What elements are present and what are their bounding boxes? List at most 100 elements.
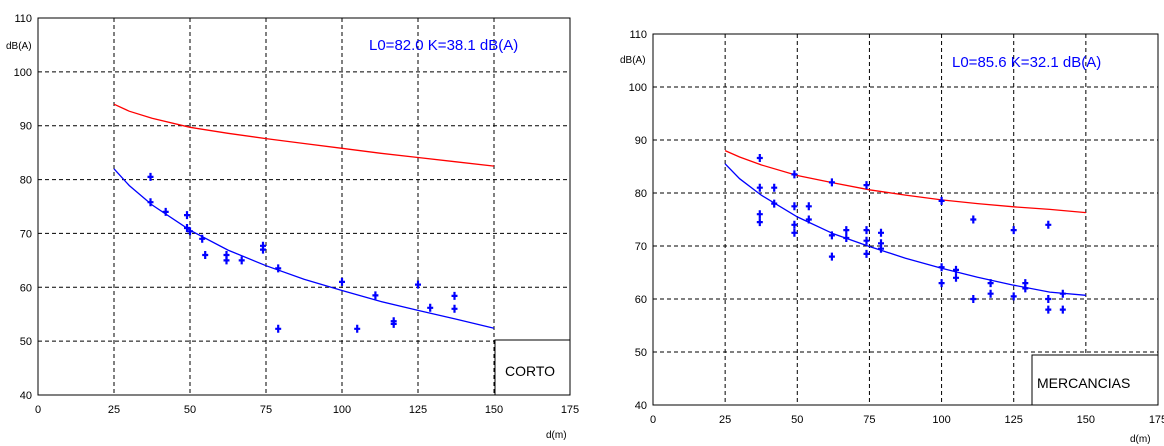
data-point xyxy=(275,324,282,333)
data-point xyxy=(1045,295,1052,303)
y-tick-label: 50 xyxy=(20,336,32,348)
data-point xyxy=(878,228,884,237)
data-point xyxy=(238,256,245,265)
data-point xyxy=(451,304,458,313)
data-point xyxy=(805,202,812,211)
y-tick-labels: 40 50 60 70 80 90 100 110 xyxy=(14,13,32,402)
data-point xyxy=(970,215,977,224)
data-point xyxy=(878,244,884,253)
data-point xyxy=(390,319,397,328)
annotation: L0=85.6 K=32.1 dB(A) xyxy=(952,54,1101,71)
data-point xyxy=(987,289,994,298)
x-tick-label: 0 xyxy=(35,404,41,416)
x-tick-label: 25 xyxy=(108,404,120,416)
x-tick-label: 0 xyxy=(650,414,656,426)
chart-mercancias: 40 50 60 70 80 90 100 110 0 25 50 75 100 125 150 175 d… xyxy=(620,29,1164,445)
x-tick-label: 75 xyxy=(863,414,875,426)
y-tick-label: 50 xyxy=(635,347,647,359)
data-point xyxy=(938,196,945,205)
y-tick-label: 80 xyxy=(635,188,647,200)
y-tick-label: 60 xyxy=(20,282,32,294)
data-point xyxy=(828,231,835,240)
x-tick-label: 50 xyxy=(791,414,803,426)
x-tick-labels: 0 25 50 75 100 125 150 175 xyxy=(35,404,579,416)
y-tick-labels: 40 50 60 70 80 90 100 110 xyxy=(629,29,647,412)
data-point xyxy=(863,236,870,245)
y-tick-label: 70 xyxy=(635,241,647,253)
x-axis-label: d(m) xyxy=(1130,434,1151,445)
x-tick-label: 75 xyxy=(260,404,272,416)
upper-curve xyxy=(724,150,1086,214)
data-point xyxy=(339,277,345,286)
x-tick-label: 125 xyxy=(409,404,427,416)
data-point xyxy=(938,279,945,288)
data-point xyxy=(372,291,379,300)
data-point xyxy=(756,154,763,162)
y-tick-label: 110 xyxy=(629,29,647,41)
plot-frame xyxy=(37,17,571,396)
chart-corto: 40 50 60 70 80 90 100 110 0 25 50 75 100 125 150 175 d… xyxy=(6,13,579,441)
data-point xyxy=(987,279,994,288)
data-point xyxy=(756,218,763,227)
data-point xyxy=(199,234,206,243)
data-point xyxy=(791,202,798,211)
data-point xyxy=(791,228,798,237)
data-point xyxy=(451,291,458,300)
data-point xyxy=(756,210,763,219)
y-axis-label: dB(A) xyxy=(6,41,32,52)
fit-curve xyxy=(724,163,1086,296)
data-point xyxy=(843,226,850,235)
x-tick-label: 25 xyxy=(719,414,731,426)
data-point xyxy=(147,172,154,181)
data-point xyxy=(415,280,421,289)
data-point xyxy=(828,252,835,261)
x-tick-label: 100 xyxy=(333,404,351,416)
y-tick-label: 70 xyxy=(20,228,32,240)
data-point xyxy=(938,263,945,272)
data-point xyxy=(863,226,870,235)
data-point xyxy=(863,181,870,190)
x-tick-label: 100 xyxy=(932,414,950,426)
data-point xyxy=(223,256,230,265)
data-point xyxy=(791,220,798,229)
y-tick-label: 90 xyxy=(20,121,32,133)
data-point xyxy=(354,324,361,333)
grid xyxy=(38,18,570,395)
data-point xyxy=(1045,305,1052,314)
x-tick-label: 175 xyxy=(1149,414,1164,426)
upper-curve xyxy=(113,103,495,167)
data-point xyxy=(1045,220,1052,229)
label-box xyxy=(494,339,571,396)
data-point xyxy=(1059,305,1066,314)
data-point xyxy=(828,178,835,187)
data-point xyxy=(953,273,959,282)
y-tick-label: 80 xyxy=(20,175,32,187)
data-point xyxy=(805,215,812,224)
annotation: L0=82.0 K=38.1 dB(A) xyxy=(369,37,518,54)
data-point xyxy=(275,264,282,273)
data-point xyxy=(771,199,778,208)
data-point xyxy=(147,198,154,207)
y-tick-label: 90 xyxy=(635,135,647,147)
x-tick-label: 50 xyxy=(184,404,196,416)
data-point xyxy=(1022,284,1029,293)
plot-frame xyxy=(652,33,1159,406)
data-point xyxy=(1010,292,1017,301)
x-tick-label: 125 xyxy=(1005,414,1023,426)
data-point xyxy=(863,249,870,258)
grid xyxy=(653,34,1158,405)
data-point xyxy=(791,170,798,179)
data-points xyxy=(147,172,458,333)
data-point xyxy=(260,245,266,254)
data-point xyxy=(953,265,959,274)
y-tick-label: 100 xyxy=(629,82,647,94)
data-point xyxy=(1059,289,1066,298)
data-point xyxy=(162,207,169,216)
data-point xyxy=(843,234,850,242)
data-point xyxy=(756,183,763,192)
y-tick-label: 110 xyxy=(14,13,32,25)
x-tick-label: 175 xyxy=(561,404,579,416)
data-point xyxy=(187,227,193,236)
x-tick-labels: 0 25 50 75 100 125 150 175 xyxy=(650,414,1164,426)
